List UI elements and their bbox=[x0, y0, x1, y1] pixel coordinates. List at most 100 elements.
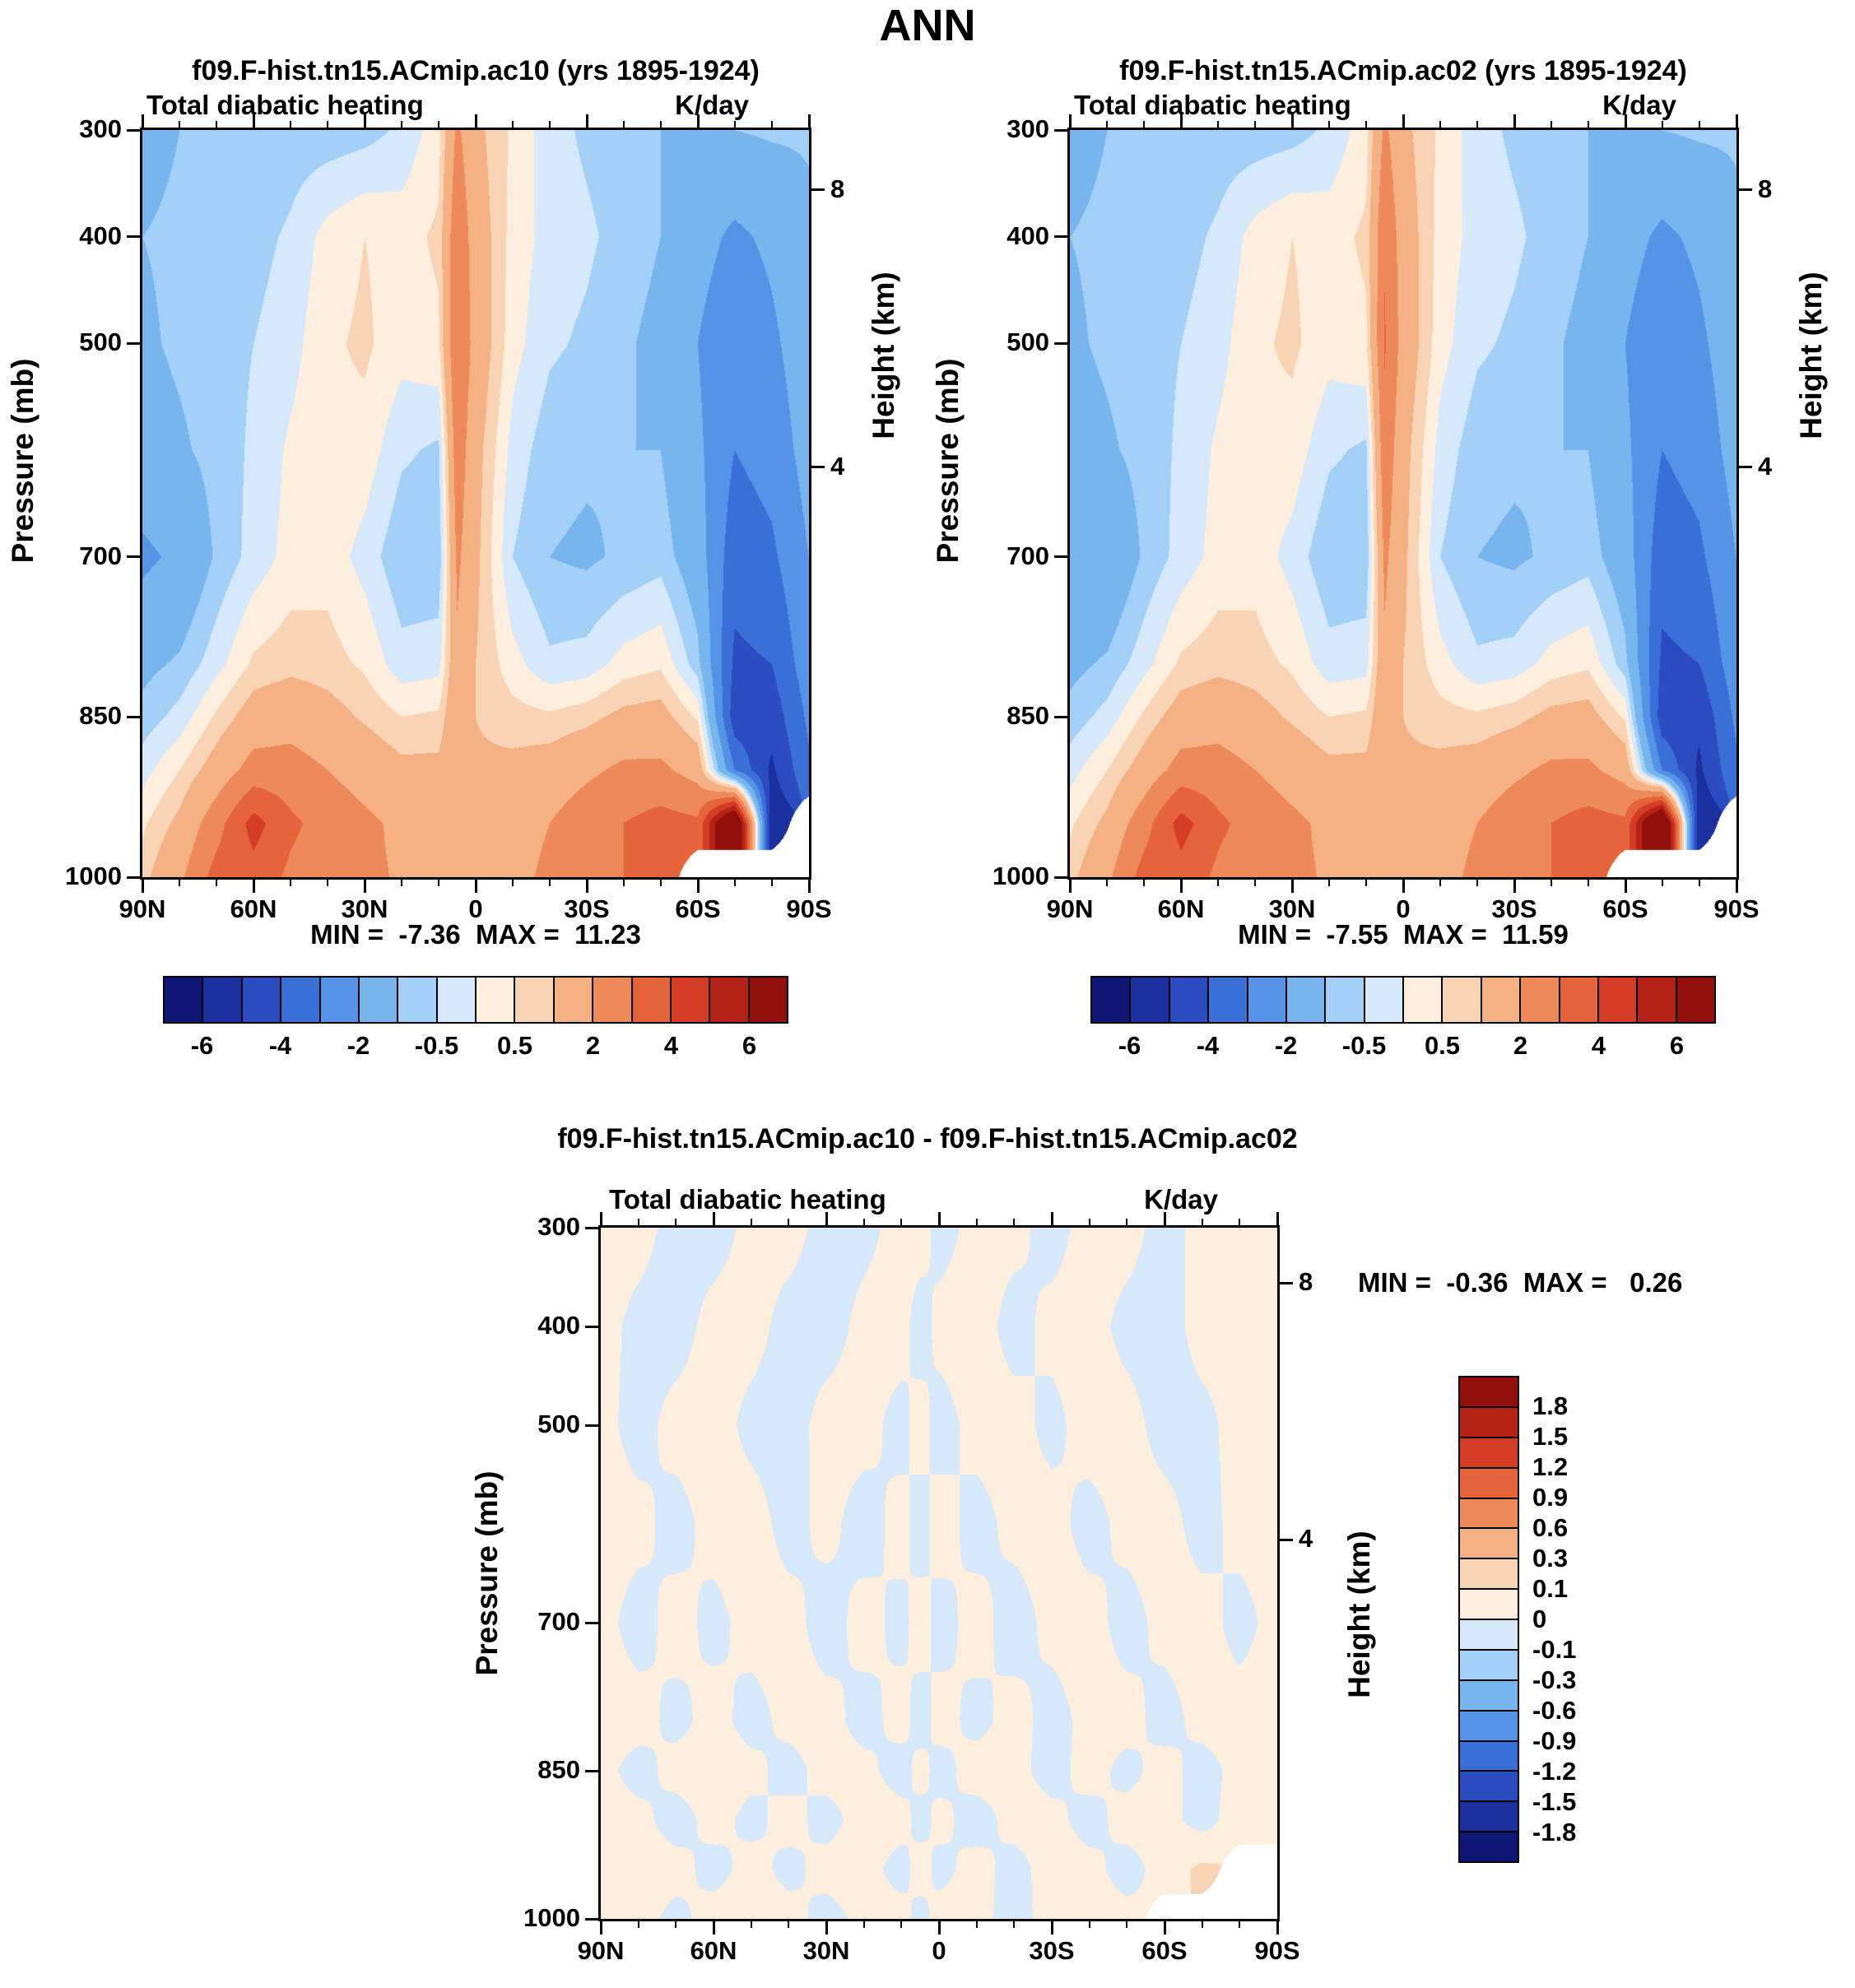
colorbar-cell bbox=[1246, 976, 1287, 1024]
x-minor-tick bbox=[1239, 1219, 1241, 1225]
pressure-tick-label: 500 bbox=[537, 1410, 580, 1438]
colorbar-cell bbox=[1458, 1679, 1519, 1712]
x-tick-label: 60N bbox=[230, 894, 277, 923]
colorbar-cell bbox=[1480, 976, 1522, 1024]
pressure-tick bbox=[127, 876, 140, 879]
colorbar-tick-label: 2 bbox=[1513, 1031, 1528, 1060]
x-tick-label: 90N bbox=[119, 894, 166, 923]
colorbar-cell bbox=[1636, 976, 1677, 1024]
colorbar-tick-label: 0.5 bbox=[1424, 1031, 1461, 1060]
colorbar-tick-label: -4 bbox=[268, 1031, 292, 1060]
x-minor-tick bbox=[438, 880, 439, 886]
x-minor-tick bbox=[734, 121, 736, 128]
x-minor-tick bbox=[1439, 121, 1441, 128]
x-tick bbox=[1290, 880, 1294, 893]
colorbar-cell bbox=[1675, 976, 1716, 1024]
colorbar-cell bbox=[1519, 976, 1560, 1024]
x-minor-tick bbox=[1699, 121, 1700, 128]
x-minor-tick bbox=[1088, 1921, 1090, 1928]
x-minor-tick bbox=[975, 1921, 978, 1928]
colorbar-cell bbox=[1458, 1740, 1519, 1772]
colorbar-cell bbox=[592, 976, 633, 1024]
x-tick-label: 30N bbox=[1268, 894, 1316, 923]
x-tick bbox=[825, 1921, 828, 1935]
pressure-tick-label: 700 bbox=[1007, 541, 1049, 570]
x-minor-tick bbox=[549, 880, 551, 886]
x-minor-tick bbox=[862, 1219, 865, 1225]
height-tick bbox=[1280, 1281, 1293, 1284]
x-minor-tick bbox=[216, 121, 217, 128]
colorbar-tick-label: -2 bbox=[1274, 1031, 1298, 1060]
pressure-tick bbox=[585, 1226, 598, 1229]
panel-ac02-height-axis-label: Height (km) bbox=[1794, 272, 1828, 439]
colorbar-cell bbox=[1129, 976, 1170, 1024]
colorbar-tick-label: 1.2 bbox=[1532, 1452, 1569, 1481]
x-minor-tick bbox=[1699, 880, 1700, 886]
x-minor-tick bbox=[512, 880, 514, 886]
panel-ac10-title: f09.F-hist.tn15.ACmip.ac10 (yrs 1895-192… bbox=[192, 55, 760, 86]
pressure-tick bbox=[127, 555, 140, 559]
pressure-tick bbox=[1054, 235, 1067, 239]
colorbar-cell bbox=[1324, 976, 1365, 1024]
x-tick bbox=[363, 114, 366, 128]
x-tick bbox=[1163, 1212, 1166, 1225]
colorbar-tick-label: -4 bbox=[1196, 1031, 1220, 1060]
colorbar-cell bbox=[318, 976, 360, 1024]
x-tick-label: 30N bbox=[802, 1936, 850, 1965]
height-tick-label: 8 bbox=[830, 174, 845, 203]
colorbar-cell bbox=[1458, 1436, 1519, 1469]
x-minor-tick bbox=[750, 1219, 752, 1225]
x-tick bbox=[1402, 880, 1405, 893]
x-tick-label: 30S bbox=[1029, 1936, 1075, 1965]
x-minor-tick bbox=[771, 121, 773, 128]
x-tick bbox=[363, 880, 366, 893]
x-minor-tick bbox=[1662, 880, 1663, 886]
pressure-tick-label: 1000 bbox=[65, 862, 122, 890]
x-tick bbox=[599, 1212, 602, 1225]
diff-panel-pressure-axis-label: Pressure (mb) bbox=[470, 1470, 504, 1676]
x-minor-tick bbox=[734, 880, 736, 886]
colorbar-cell bbox=[1597, 976, 1639, 1024]
x-tick-label: 60N bbox=[1157, 894, 1205, 923]
x-tick bbox=[807, 114, 811, 128]
colorbar-cell bbox=[1458, 1709, 1519, 1742]
x-minor-tick bbox=[675, 1921, 677, 1928]
pressure-tick-label: 300 bbox=[1007, 114, 1049, 143]
x-tick bbox=[1068, 880, 1072, 893]
x-tick bbox=[937, 1212, 941, 1225]
diff-panel-units: K/day bbox=[1144, 1184, 1218, 1215]
colorbar-tick-label: -6 bbox=[1118, 1031, 1141, 1060]
pressure-tick-label: 850 bbox=[1007, 701, 1049, 731]
x-tick-label: 0 bbox=[932, 1936, 946, 1965]
pressure-tick-label: 400 bbox=[1007, 221, 1049, 250]
x-minor-tick bbox=[327, 880, 328, 886]
x-tick bbox=[1513, 880, 1516, 893]
x-tick bbox=[141, 114, 144, 128]
colorbar-cell bbox=[1458, 1405, 1519, 1438]
x-minor-tick bbox=[1143, 880, 1145, 886]
pressure-tick bbox=[585, 1917, 598, 1921]
x-minor-tick bbox=[512, 121, 514, 128]
x-minor-tick bbox=[1476, 121, 1478, 128]
x-minor-tick bbox=[788, 1219, 790, 1225]
pressure-tick-label: 850 bbox=[537, 1755, 580, 1784]
diff-panel-title: f09.F-hist.tn15.ACmip.ac10 - f09.F-hist.… bbox=[557, 1123, 1298, 1154]
colorbar-tick-label: 4 bbox=[1591, 1031, 1606, 1060]
panel-ac10-minmax: MIN = -7.36 MAX = 11.23 bbox=[310, 919, 641, 950]
height-tick-label: 4 bbox=[1758, 451, 1773, 481]
x-tick bbox=[1276, 1921, 1279, 1935]
colorbar-cell bbox=[1168, 976, 1210, 1024]
pressure-tick-label: 300 bbox=[537, 1212, 580, 1241]
x-minor-tick bbox=[216, 880, 217, 886]
panel-ac02-pressure-axis-label: Pressure (mb) bbox=[931, 358, 965, 564]
x-minor-tick bbox=[1588, 880, 1589, 886]
pressure-tick-label: 1000 bbox=[993, 862, 1049, 890]
x-minor-tick bbox=[623, 880, 625, 886]
x-minor-tick bbox=[1106, 121, 1108, 128]
x-tick bbox=[252, 114, 255, 128]
colorbar-cell bbox=[240, 976, 282, 1024]
colorbar-tick-label: 0 bbox=[1532, 1605, 1547, 1633]
x-tick bbox=[1050, 1921, 1053, 1935]
x-minor-tick bbox=[1201, 1921, 1203, 1928]
